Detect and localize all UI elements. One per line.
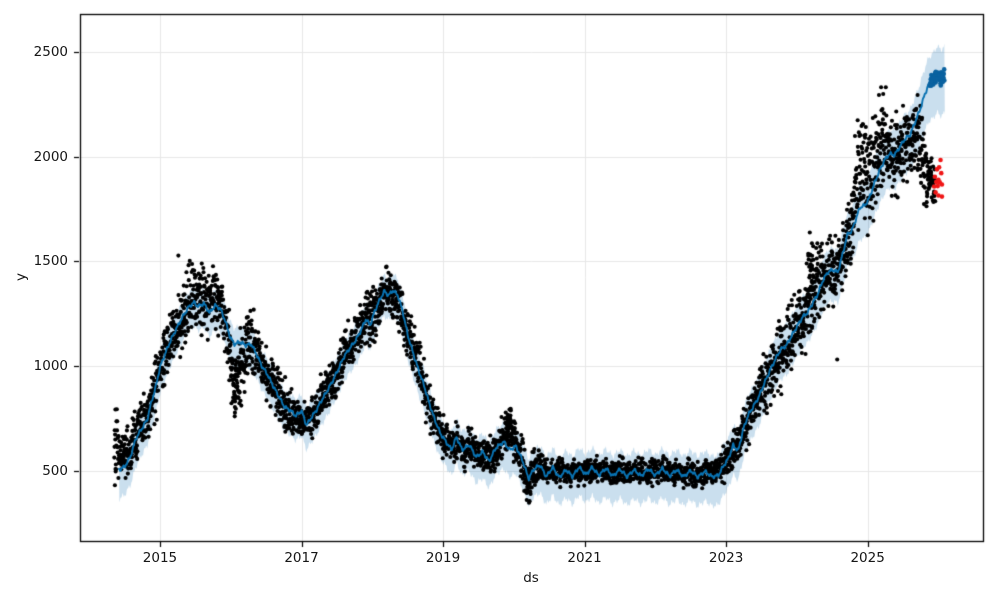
y-axis-title: y: [13, 273, 29, 281]
y-tick-label-2000: 2000: [33, 148, 68, 165]
y-tick-label-500: 500: [42, 462, 68, 479]
y-tick-label-1500: 1500: [33, 253, 68, 270]
x-tick-label-2025: 2025: [850, 550, 885, 566]
x-tick-label-2015: 2015: [142, 550, 178, 566]
y-tick-label-1000: 1000: [33, 358, 68, 375]
x-tick-label-2023: 2023: [708, 550, 744, 566]
x-tick-label-2017: 2017: [284, 550, 319, 566]
x-tick-label-2019: 2019: [425, 550, 461, 566]
y-tick-label-2500: 2500: [33, 44, 68, 61]
x-tick-label-2021: 2021: [567, 550, 602, 566]
x-axis-title: ds: [523, 570, 539, 586]
